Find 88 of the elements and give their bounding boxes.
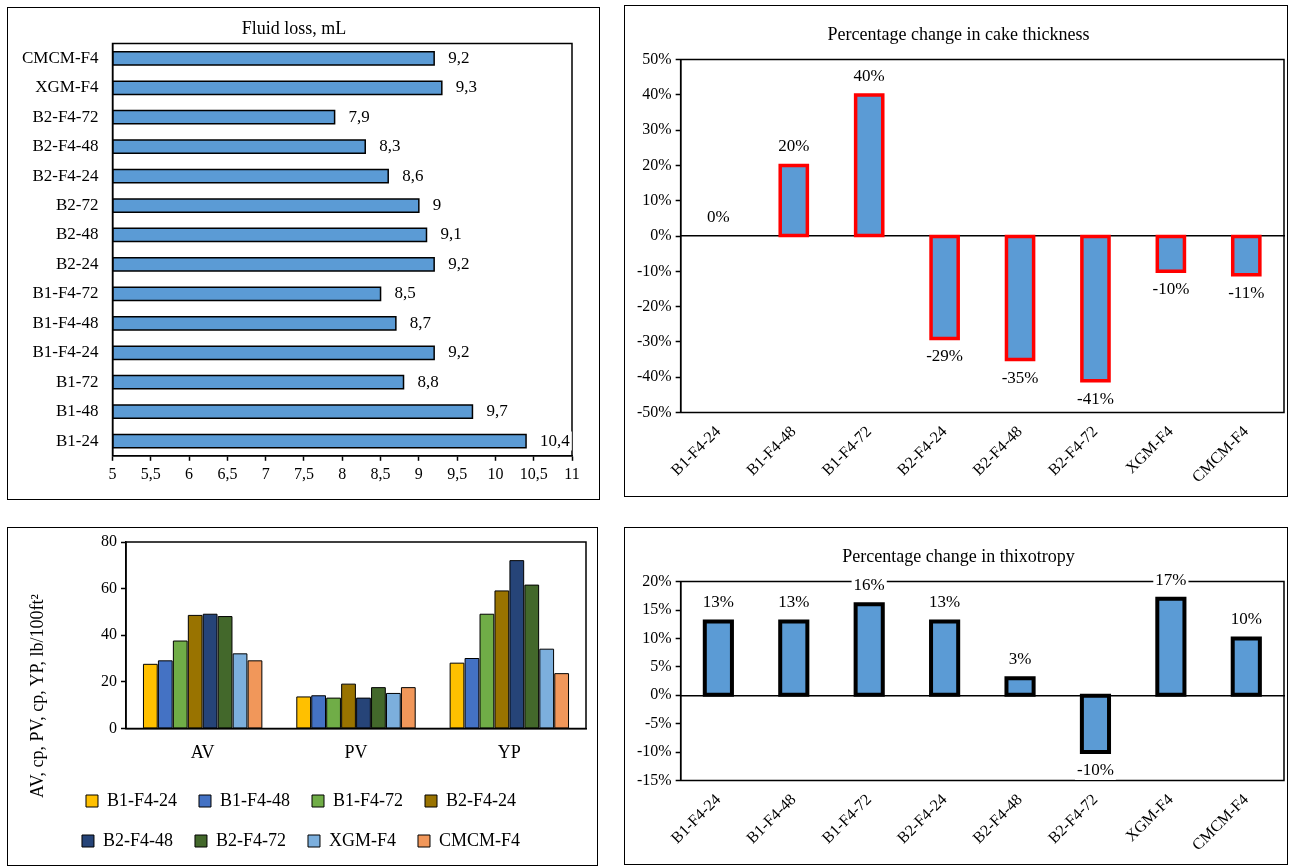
y-axis-title: AV, cp, PV, cp, YP, lb/100ft² bbox=[26, 594, 47, 798]
data-label: 9,2 bbox=[448, 342, 470, 362]
y-tick-label: -40% bbox=[637, 367, 672, 385]
data-label: -11% bbox=[1228, 282, 1265, 302]
data-label: 8,5 bbox=[394, 283, 416, 303]
data-label: -10% bbox=[1152, 279, 1190, 299]
data-label: 13% bbox=[702, 592, 734, 612]
y-tick-label: 0% bbox=[650, 226, 672, 244]
y-tick-label: -50% bbox=[637, 402, 672, 420]
x-tick-label: 8,5 bbox=[370, 464, 391, 482]
y-tick-label: 20 bbox=[101, 672, 117, 689]
y-tick-label: B1-F4-24 bbox=[32, 342, 100, 362]
y-tick-label: B1-72 bbox=[56, 371, 99, 391]
y-tick-label: 30% bbox=[642, 120, 672, 138]
y-tick-label: 15% bbox=[642, 600, 672, 618]
y-tick-label: -10% bbox=[637, 742, 672, 760]
y-tick-label: B2-F4-72 bbox=[32, 106, 99, 126]
x-tick-label: PV bbox=[344, 741, 368, 762]
y-tick-label: 0 bbox=[109, 718, 117, 736]
data-label: 40% bbox=[853, 65, 885, 85]
y-tick-label: -5% bbox=[645, 713, 672, 731]
data-label: 8,8 bbox=[417, 371, 439, 391]
data-label: 17% bbox=[1155, 569, 1187, 589]
y-tick-label: B1-F4-72 bbox=[32, 283, 99, 303]
data-label: -41% bbox=[1077, 388, 1114, 408]
data-label: 8,6 bbox=[402, 165, 424, 185]
y-tick-label: 80 bbox=[101, 532, 117, 550]
data-label: 9,2 bbox=[448, 47, 470, 67]
y-tick-label: B1-F4-48 bbox=[32, 312, 99, 332]
data-label: 10,4 bbox=[540, 430, 571, 450]
data-label: 9,1 bbox=[440, 224, 462, 244]
y-tick-label: 5% bbox=[650, 657, 672, 675]
y-tick-label: -10% bbox=[637, 261, 672, 279]
y-tick-label: 10% bbox=[642, 628, 672, 646]
y-tick-label: B2-24 bbox=[56, 253, 100, 273]
chart-title: Fluid loss, mL bbox=[241, 17, 347, 38]
chart-title: Percentage change in cake thickness bbox=[827, 23, 1090, 44]
y-tick-label: 0% bbox=[650, 685, 672, 703]
data-label: -35% bbox=[1001, 367, 1039, 387]
x-tick-label: 7 bbox=[261, 464, 270, 482]
y-tick-label: 10% bbox=[642, 190, 672, 208]
y-tick-label: B2-F4-24 bbox=[32, 165, 100, 185]
data-label: 3% bbox=[1008, 649, 1032, 669]
data-label: 16% bbox=[853, 575, 885, 595]
y-tick-label: B1-48 bbox=[56, 401, 99, 421]
y-tick-label: XGM-F4 bbox=[35, 77, 100, 97]
x-tick-label: AV bbox=[190, 741, 215, 762]
y-tick-label: B2-F4-48 bbox=[32, 136, 99, 156]
x-tick-label: 11 bbox=[564, 464, 580, 482]
y-tick-label: 40% bbox=[642, 85, 672, 103]
data-label: 8,7 bbox=[409, 312, 432, 332]
y-tick-label: 20% bbox=[642, 571, 672, 589]
data-label: 20% bbox=[778, 136, 810, 156]
y-tick-label: -15% bbox=[637, 770, 672, 788]
y-tick-label: 60 bbox=[101, 578, 117, 596]
y-tick-label: B1-24 bbox=[56, 430, 100, 450]
data-label: -10% bbox=[1077, 760, 1114, 780]
y-tick-label: 40 bbox=[101, 625, 117, 643]
chart-title: Percentage change in thixotropy bbox=[842, 545, 1075, 566]
data-label: 9,2 bbox=[448, 253, 470, 273]
x-tick-label: 10,5 bbox=[519, 464, 548, 482]
y-tick-label: B2-72 bbox=[56, 195, 99, 214]
y-tick-label: -30% bbox=[637, 332, 672, 350]
x-tick-label: 5,5 bbox=[140, 464, 161, 482]
data-label: 9,7 bbox=[486, 401, 509, 421]
data-label: 8,3 bbox=[379, 136, 401, 156]
y-tick-label: -20% bbox=[637, 296, 672, 314]
y-tick-label: 50% bbox=[642, 49, 672, 67]
data-label: 13% bbox=[778, 592, 810, 612]
data-label: 10% bbox=[1230, 609, 1262, 629]
x-tick-label: 9,5 bbox=[447, 464, 468, 482]
data-label: 7,9 bbox=[348, 106, 370, 126]
data-label: -29% bbox=[926, 346, 964, 366]
x-tick-label: 7,5 bbox=[293, 464, 314, 482]
x-tick-label: 6,5 bbox=[217, 464, 238, 482]
data-label: 13% bbox=[929, 592, 961, 612]
data-label: 9,3 bbox=[455, 77, 478, 97]
x-tick-label: 10 bbox=[487, 464, 504, 482]
data-label: 9 bbox=[432, 195, 442, 214]
x-tick-label: 6 bbox=[185, 464, 194, 482]
data-label: 0% bbox=[707, 207, 730, 227]
y-tick-label: 20% bbox=[642, 155, 672, 173]
y-tick-label: CMCM-F4 bbox=[21, 47, 100, 67]
x-tick-label: 5 bbox=[108, 464, 117, 482]
y-tick-label: B2-48 bbox=[56, 224, 99, 244]
x-tick-label: YP bbox=[497, 741, 521, 762]
x-tick-label: 8 bbox=[338, 464, 347, 482]
x-tick-label: 9 bbox=[414, 464, 423, 482]
